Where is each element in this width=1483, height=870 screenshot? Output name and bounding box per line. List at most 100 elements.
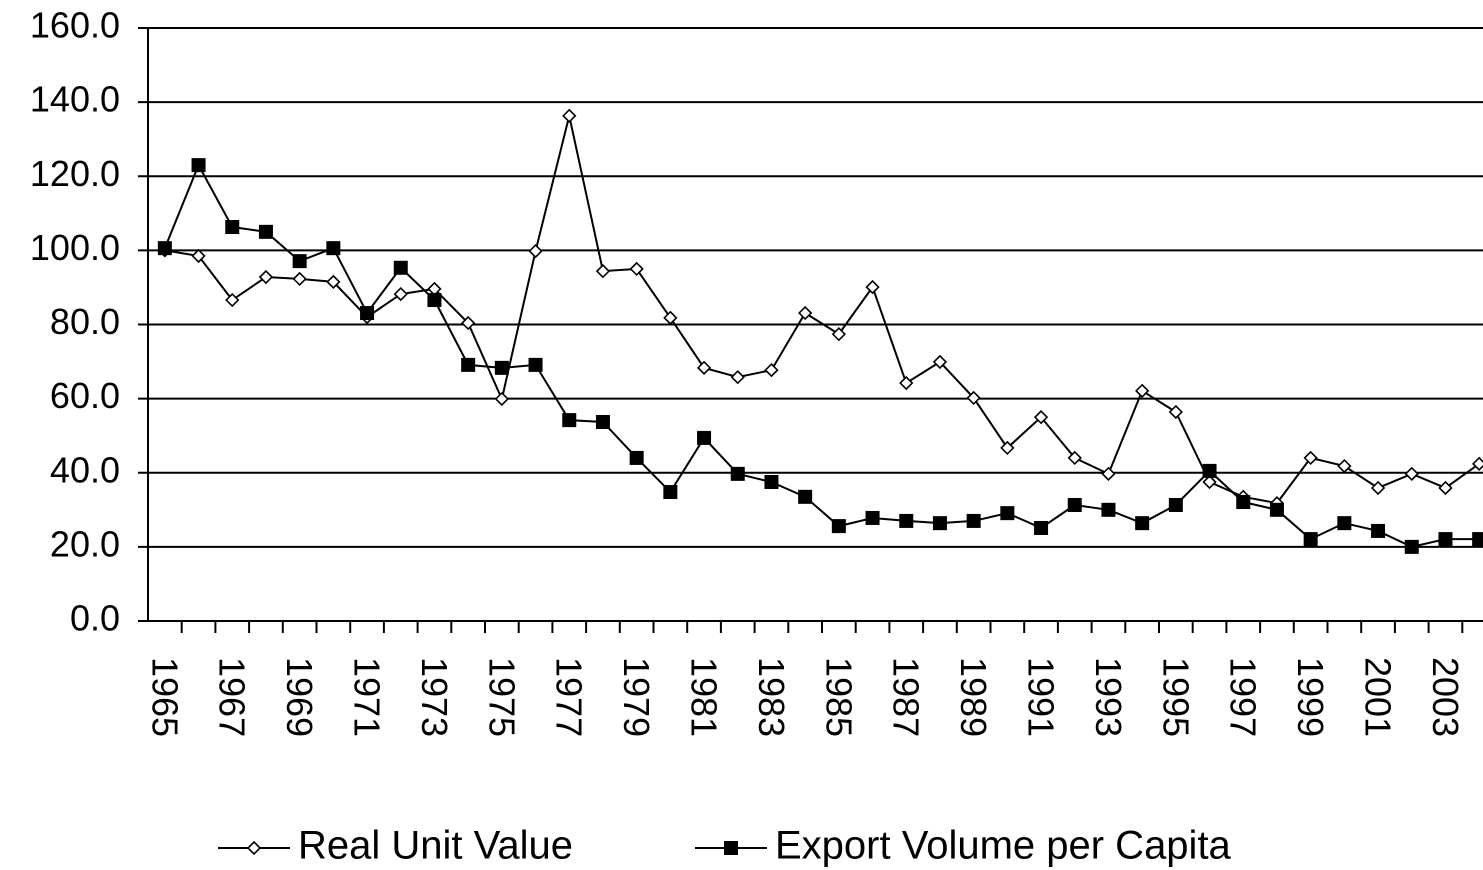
point (326, 274, 341, 290)
point (1236, 495, 1251, 510)
series-line (164, 115, 1480, 505)
y-tick-label: 160.0 (30, 5, 120, 46)
x-tick-label: 2003 (1425, 657, 1466, 737)
point (730, 369, 745, 385)
x-tick-label: 1985 (818, 657, 859, 737)
point (1472, 532, 1483, 547)
point (1135, 516, 1150, 531)
point (899, 513, 914, 528)
y-tick-label: 80.0 (50, 301, 120, 342)
point (461, 357, 476, 372)
point (1067, 497, 1082, 512)
point (663, 310, 678, 325)
point (831, 327, 846, 342)
point (899, 375, 914, 391)
x-tick-label: 1965 (144, 657, 185, 737)
point (1303, 532, 1318, 547)
legend-item: Export Volume per Capita (695, 824, 1232, 868)
point (292, 271, 307, 287)
x-tick-label: 1979 (616, 657, 657, 737)
point (1337, 516, 1352, 531)
point (831, 519, 846, 534)
point (225, 220, 240, 235)
point (562, 108, 577, 123)
x-tick-label: 1981 (684, 657, 725, 737)
y-tick-label: 60.0 (50, 375, 120, 416)
y-tick-label: 140.0 (30, 79, 120, 120)
point (292, 254, 307, 269)
x-tick-label: 1995 (1155, 657, 1196, 737)
series-line (163, 162, 1480, 548)
point (1438, 480, 1453, 496)
point (1101, 466, 1116, 481)
point (1101, 502, 1116, 517)
point (1202, 474, 1217, 490)
x-tick-label: 1991 (1021, 657, 1062, 737)
point (562, 413, 577, 428)
point (326, 241, 341, 256)
legend-label: Real Unit Value (298, 824, 573, 868)
point (966, 513, 981, 528)
point (595, 414, 610, 429)
point (724, 841, 738, 855)
point (1404, 539, 1419, 554)
point (1034, 520, 1049, 535)
point (1269, 502, 1284, 517)
point (865, 279, 880, 295)
point (225, 292, 240, 308)
point (798, 489, 813, 504)
point (595, 263, 611, 279)
point (1472, 456, 1483, 471)
point (798, 305, 813, 321)
point (528, 357, 543, 372)
point (1370, 480, 1386, 496)
point (696, 360, 712, 375)
point (360, 306, 375, 321)
point (246, 840, 262, 856)
point (1135, 383, 1150, 398)
point (1337, 458, 1352, 474)
y-tick-label: 120.0 (30, 153, 120, 194)
point (932, 354, 948, 370)
point (629, 261, 644, 277)
point (1067, 450, 1082, 466)
point (663, 485, 678, 500)
x-tick-label: 1993 (1088, 657, 1129, 737)
point (1202, 463, 1217, 478)
point (494, 360, 509, 375)
legend-label: Export Volume per Capita (775, 824, 1232, 868)
y-tick-label: 100.0 (30, 227, 120, 268)
point (461, 315, 476, 331)
x-tick-label: 1987 (886, 657, 927, 737)
x-tick-label: 1989 (953, 657, 994, 737)
point (1000, 506, 1015, 521)
point (157, 241, 172, 256)
point (1168, 404, 1183, 420)
point (1371, 523, 1386, 538)
point (258, 269, 274, 285)
x-tick-label: 1997 (1223, 657, 1264, 737)
point (1000, 440, 1015, 456)
point (697, 430, 712, 445)
x-tick-label: 1975 (481, 657, 522, 737)
point (393, 286, 408, 302)
x-tick-label: 1967 (212, 657, 253, 737)
y-tick-label: 40.0 (50, 449, 120, 490)
point (258, 224, 273, 239)
point (528, 243, 543, 259)
legend-item: Real Unit Value (218, 824, 573, 868)
point (1303, 450, 1318, 466)
point (1168, 497, 1183, 512)
x-tick-label: 2001 (1358, 657, 1399, 737)
y-tick-label: 0.0 (70, 598, 120, 639)
point (494, 391, 509, 407)
x-tick-label: 1971 (347, 657, 388, 737)
point (191, 158, 206, 173)
point (427, 293, 442, 308)
x-tick-label: 1999 (1290, 657, 1331, 737)
x-tick-label: 1973 (414, 657, 455, 737)
point (393, 260, 408, 275)
y-tick-label: 20.0 (50, 523, 120, 564)
point (1438, 532, 1453, 547)
